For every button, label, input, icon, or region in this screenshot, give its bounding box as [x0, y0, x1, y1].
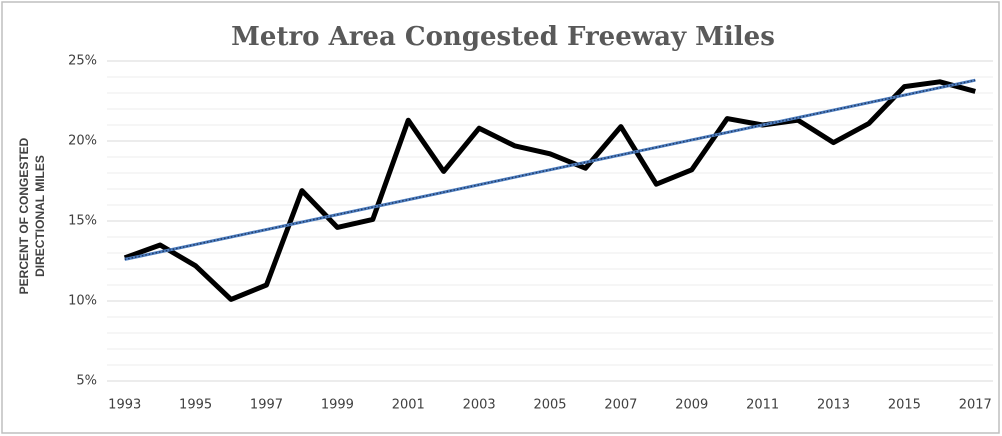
x-tick-label: 1997 — [250, 398, 283, 413]
chart-title: Metro Area Congested Freeway Miles — [231, 22, 775, 52]
x-tick-label: 2001 — [392, 398, 425, 413]
x-tick-label: 2005 — [533, 398, 566, 413]
y-tick-label: 20% — [68, 134, 97, 149]
x-tick-label: 2007 — [604, 398, 637, 413]
x-tick-label: 1993 — [108, 398, 141, 413]
x-tick-label: 2011 — [746, 398, 779, 413]
data-line — [123, 79, 976, 302]
trend-line-dots — [124, 79, 976, 261]
x-tick-label: 2013 — [817, 398, 850, 413]
y-axis-label: PERCENT OF CONGESTED DIRECTIONAL MILES — [17, 137, 47, 295]
y-tick-label: 10% — [68, 294, 97, 309]
y-tick-label: 5% — [76, 374, 97, 389]
x-tick-label: 1995 — [179, 398, 212, 413]
x-tick-label: 2015 — [888, 398, 921, 413]
x-tick-label: 2009 — [675, 398, 708, 413]
x-tick-label: 2017 — [959, 398, 992, 413]
x-tick-label: 2003 — [463, 398, 496, 413]
y-tick-label: 25% — [68, 54, 97, 69]
y-tick-label: 15% — [68, 214, 97, 229]
x-tick-label: 1999 — [321, 398, 354, 413]
